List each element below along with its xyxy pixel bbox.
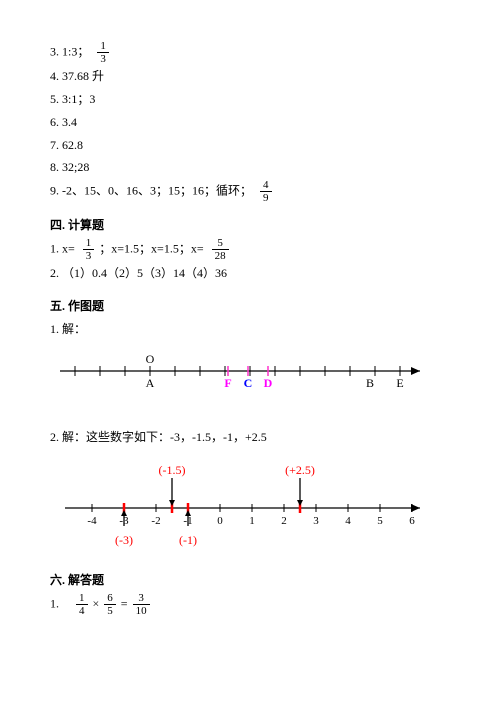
svg-text:B: B [366, 376, 374, 390]
svg-text:6: 6 [409, 515, 415, 527]
svg-text:0: 0 [217, 515, 223, 527]
item-5: 5. 3:1；3 [50, 88, 450, 111]
fraction: 13 [97, 40, 109, 65]
sec5-q1: 1. 解： [50, 318, 450, 341]
fraction: 14 [76, 592, 88, 617]
section-6-title: 六. 解答题 [50, 569, 450, 592]
sec6-q1: 1. 14 × 65 = 310 [50, 592, 450, 617]
number-line-2: -4-3-2-10123456(-1.5)(+2.5)(-3)(-1) [50, 456, 450, 559]
fraction: 65 [104, 592, 116, 617]
item-4: 4. 37.68 升 [50, 65, 450, 88]
sec5-q2: 2. 解：这些数字如下：-3，-1.5，-1，+2.5 [50, 426, 450, 449]
svg-text:(-1): (-1) [179, 533, 197, 547]
sec4-q1: 1. x= 13 ；x=1.5；x=1.5；x= 528 [50, 237, 450, 262]
svg-text:A: A [146, 376, 155, 390]
item-7: 7. 62.8 [50, 134, 450, 157]
svg-text:E: E [396, 376, 403, 390]
item-6: 6. 3.4 [50, 111, 450, 134]
svg-text:F: F [224, 376, 231, 390]
text: 3. 1:3； [50, 44, 89, 58]
sec4-q2: 2. （1）0.4（2）5（3）14（4）36 [50, 262, 450, 285]
svg-text:-2: -2 [151, 515, 160, 527]
item-8: 8. 32;28 [50, 156, 450, 179]
section-4-title: 四. 计算题 [50, 214, 450, 237]
svg-text:-4: -4 [87, 515, 97, 527]
svg-text:4: 4 [345, 515, 351, 527]
svg-text:O: O [146, 352, 155, 366]
fraction: 13 [83, 237, 95, 262]
svg-text:(+2.5): (+2.5) [285, 463, 315, 477]
svg-text:(-1.5): (-1.5) [159, 463, 186, 477]
svg-text:C: C [244, 376, 253, 390]
svg-text:(-3): (-3) [115, 533, 133, 547]
item-3: 3. 1:3； 13 [50, 40, 450, 65]
svg-text:1: 1 [249, 515, 255, 527]
svg-text:D: D [264, 376, 273, 390]
fraction: 49 [260, 179, 272, 204]
svg-text:5: 5 [377, 515, 383, 527]
svg-text:2: 2 [281, 515, 287, 527]
fraction: 310 [133, 592, 150, 617]
item-9: 9. -2、15、0、16、3；15；16；循环； 49 [50, 179, 450, 204]
number-line-1: OA B E FCD [50, 349, 450, 412]
svg-text:3: 3 [313, 515, 319, 527]
text: 9. -2、15、0、16、3；15；16；循环； [50, 184, 252, 198]
fraction: 528 [212, 237, 229, 262]
section-5-title: 五. 作图题 [50, 295, 450, 318]
